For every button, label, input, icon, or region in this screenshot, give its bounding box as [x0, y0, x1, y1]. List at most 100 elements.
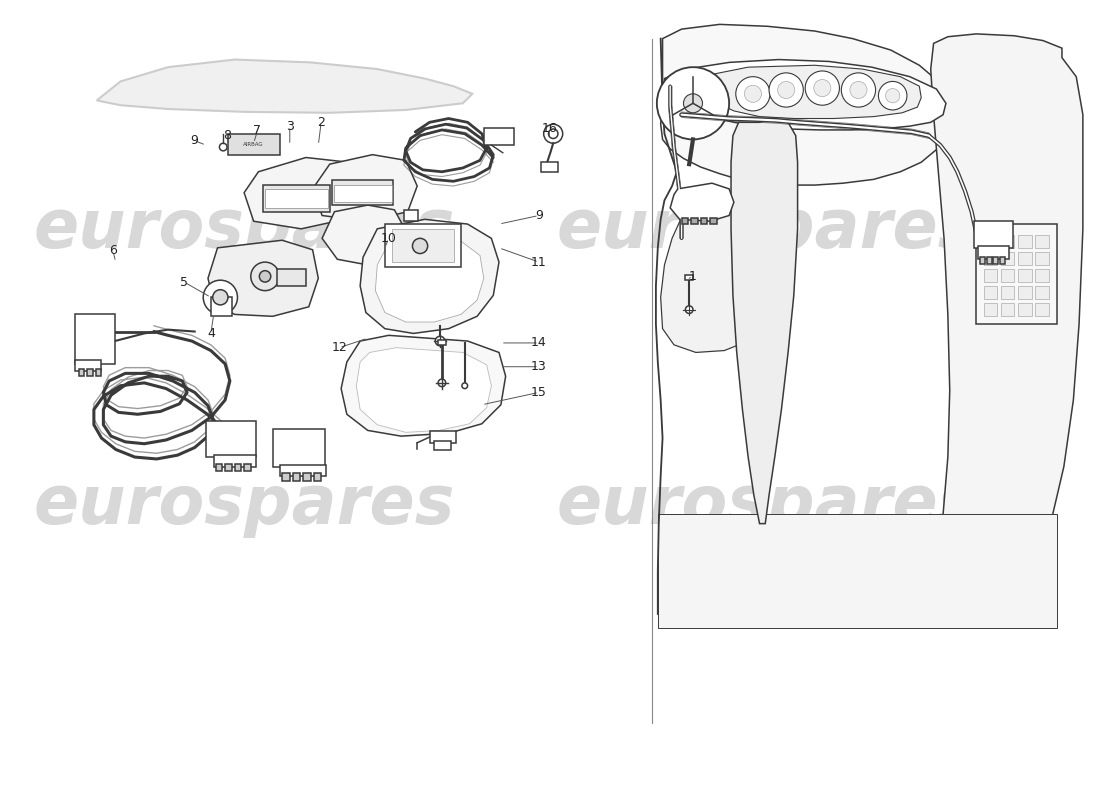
Bar — [1000, 258, 1005, 264]
Text: eurospares: eurospares — [33, 472, 454, 538]
Bar — [711, 218, 717, 224]
Text: eurospares: eurospares — [33, 196, 454, 262]
Bar — [984, 286, 998, 299]
Polygon shape — [312, 154, 417, 222]
Text: AIRBAG: AIRBAG — [243, 142, 264, 146]
Polygon shape — [244, 158, 363, 229]
Bar — [701, 218, 707, 224]
Text: 1: 1 — [689, 270, 697, 283]
Circle shape — [251, 262, 279, 290]
Circle shape — [260, 270, 271, 282]
Bar — [685, 275, 693, 280]
Bar — [280, 465, 326, 476]
Text: 4: 4 — [207, 327, 215, 340]
Bar — [87, 369, 92, 376]
Bar — [314, 474, 321, 481]
Circle shape — [842, 73, 876, 107]
Circle shape — [685, 306, 693, 314]
Bar — [682, 218, 689, 224]
Circle shape — [436, 336, 444, 346]
Circle shape — [219, 143, 227, 151]
Polygon shape — [661, 24, 949, 185]
Bar — [1019, 269, 1032, 282]
Bar — [206, 421, 255, 457]
Bar — [993, 258, 998, 264]
Bar — [977, 224, 1057, 324]
Text: eurospares: eurospares — [557, 472, 978, 538]
Bar — [658, 514, 1057, 628]
Bar — [1035, 269, 1048, 282]
Circle shape — [412, 238, 428, 254]
Bar — [75, 314, 114, 364]
Bar — [438, 340, 446, 345]
Circle shape — [886, 89, 900, 103]
Polygon shape — [931, 34, 1082, 618]
Bar — [1019, 286, 1032, 299]
Bar — [96, 369, 101, 376]
Circle shape — [438, 379, 446, 386]
Bar — [1001, 269, 1014, 282]
Polygon shape — [664, 59, 946, 130]
Circle shape — [549, 129, 558, 138]
Text: 5: 5 — [180, 275, 188, 289]
Bar — [277, 269, 306, 286]
Text: 14: 14 — [531, 337, 547, 350]
Text: 12: 12 — [331, 341, 348, 354]
Text: 15: 15 — [531, 386, 547, 399]
Circle shape — [736, 77, 770, 111]
Polygon shape — [322, 205, 406, 265]
Text: 10: 10 — [381, 232, 397, 245]
Bar — [1019, 234, 1032, 248]
Bar — [984, 252, 998, 265]
Bar — [404, 238, 418, 250]
Bar — [283, 474, 289, 481]
Bar — [333, 185, 392, 202]
Text: 2: 2 — [317, 116, 326, 129]
Circle shape — [745, 86, 761, 102]
Bar — [226, 464, 232, 471]
Bar — [234, 464, 241, 471]
Polygon shape — [670, 183, 734, 222]
Text: 9: 9 — [190, 134, 198, 147]
Bar — [216, 464, 222, 471]
Bar — [1035, 286, 1048, 299]
Bar — [984, 234, 998, 248]
Bar — [984, 303, 998, 316]
Bar — [265, 189, 328, 208]
Text: 6: 6 — [109, 244, 117, 257]
Circle shape — [657, 67, 729, 139]
Circle shape — [805, 71, 839, 106]
Polygon shape — [208, 240, 318, 316]
Bar — [541, 162, 558, 172]
Polygon shape — [356, 348, 492, 432]
Circle shape — [543, 124, 563, 143]
Text: 7: 7 — [253, 124, 262, 138]
Bar — [691, 218, 697, 224]
Text: 11: 11 — [531, 256, 547, 269]
Bar — [293, 474, 300, 481]
Circle shape — [769, 73, 803, 107]
Bar — [244, 464, 251, 471]
Polygon shape — [341, 335, 506, 436]
Circle shape — [462, 383, 468, 389]
Bar — [1001, 252, 1014, 265]
Text: 3: 3 — [286, 120, 294, 133]
Text: 16: 16 — [541, 122, 558, 135]
Bar — [228, 134, 280, 154]
Bar — [1035, 234, 1048, 248]
Bar — [1001, 303, 1014, 316]
Bar — [273, 429, 324, 466]
Circle shape — [814, 79, 830, 97]
Bar — [1019, 303, 1032, 316]
Text: 13: 13 — [531, 360, 547, 374]
Bar — [392, 229, 454, 262]
Bar — [304, 474, 310, 481]
Bar — [385, 224, 461, 267]
Polygon shape — [375, 237, 484, 322]
Bar — [213, 455, 256, 466]
Polygon shape — [711, 66, 921, 118]
Polygon shape — [661, 212, 781, 353]
Bar — [430, 431, 456, 442]
Text: 8: 8 — [223, 129, 231, 142]
Bar — [1001, 286, 1014, 299]
